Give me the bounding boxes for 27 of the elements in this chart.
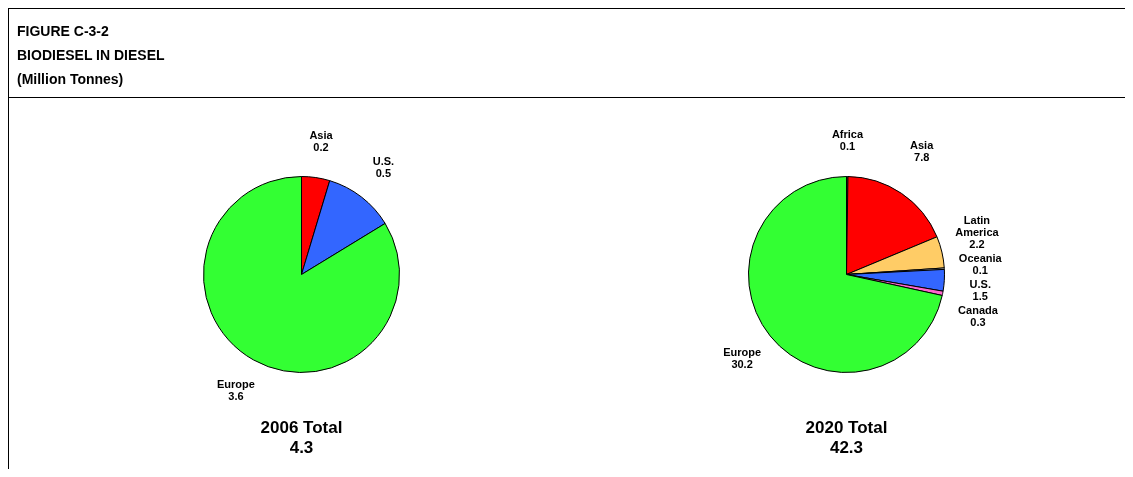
text: (Million Tonnes) [17,70,125,89]
data-label: 30.2 [731,357,753,370]
slice-label: Europe [723,345,762,358]
slice-label: Latin America [955,213,1000,238]
text: FIGURE C-3-2 [17,22,110,41]
slice-label: Africa [831,127,864,140]
slice-label: U.S. [969,277,991,290]
data-label: 0.3 [970,315,986,328]
data-label: 0.1 [972,263,988,276]
data-label: 0.2 [313,140,329,153]
slice-label: Canada [958,303,999,316]
data-label: 7.8 [914,151,930,164]
text: 2006 Total [260,418,343,438]
text: 4.3 [289,438,314,458]
slice-label: U.S. [372,155,395,168]
slice-label: Asia [309,128,334,141]
data-label: 0.5 [375,167,392,180]
slice-label: Oceania [958,251,1003,264]
data-label: 2.2 [969,237,985,250]
text: 42.3 [829,438,864,458]
slice-label: Europe [216,378,255,391]
text: BIODIESEL IN DIESEL [17,46,166,65]
text: 2020 Total [805,418,888,438]
data-label: 3.6 [228,390,244,403]
data-label: 0.1 [839,139,856,152]
slice-label: Asia [910,139,935,152]
data-label: 1.5 [972,289,988,302]
